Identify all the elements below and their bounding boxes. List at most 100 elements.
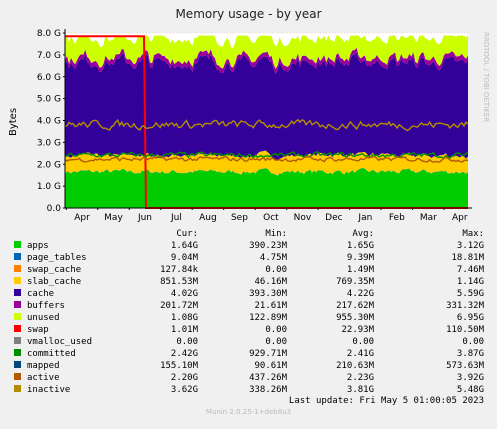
legend-max-page-tables: 18.81M <box>451 253 484 263</box>
legend-cur-swap: 1.01M <box>171 325 199 335</box>
legend-label-swap-cache: swap_cache <box>27 265 81 275</box>
chart-title: Memory usage - by year <box>175 7 321 21</box>
rrdtool-watermark: RRDTOOL / TOBI OETIKER <box>482 32 490 122</box>
y-tick-label: 1.0 G <box>37 182 61 192</box>
y-axis-label: Bytes <box>8 108 19 136</box>
legend-min-inactive: 338.26M <box>249 385 288 395</box>
x-tick-label: Jun <box>137 213 152 223</box>
area-buffers <box>65 47 468 74</box>
legend-avg-mapped: 210.63M <box>336 361 375 371</box>
legend-min-apps: 390.23M <box>249 241 288 251</box>
legend-label-mapped: mapped <box>27 361 60 371</box>
x-tick-label: May <box>104 213 123 223</box>
legend-swatch-inactive <box>14 385 21 392</box>
line-committed <box>64 151 469 160</box>
legend-swatch-swap <box>14 325 21 332</box>
legend-cur-slab-cache: 851.53M <box>160 277 199 287</box>
legend-min-slab-cache: 46.16M <box>254 277 287 287</box>
y-tick-label: 6.0 G <box>37 73 61 83</box>
x-tick-label: Sep <box>231 213 248 223</box>
area-unused <box>65 35 468 69</box>
legend-min-mapped: 90.61M <box>254 361 287 371</box>
legend-column-header: Min: <box>265 229 287 239</box>
legend-min-active: 437.26M <box>249 373 288 383</box>
legend-max-committed: 3.87G <box>457 349 484 359</box>
legend-table: Cur: Min: Avg: Max: apps 1.64G 390.23M 1.65G 3.1… <box>14 229 485 395</box>
legend-label-cache: cache <box>27 289 54 299</box>
x-tick-label: Apr <box>452 213 468 223</box>
legend-cur-cache: 4.02G <box>171 289 198 299</box>
legend-swatch-slab-cache <box>14 277 21 284</box>
legend-min-page-tables: 4.75M <box>260 253 288 263</box>
y-tick-labels: 0.0 1.0 G 2.0 G 3.0 G 4.0 G 5.0 G 6.0 G 7.0 G 8.… <box>37 29 61 214</box>
legend-cur-buffers: 201.72M <box>160 301 199 311</box>
legend-label-unused: unused <box>27 313 60 323</box>
legend-min-committed: 929.71M <box>249 349 288 359</box>
x-tick-label: Jul <box>170 213 182 223</box>
legend-swatch-apps <box>14 241 21 248</box>
legend-min-buffers: 21.61M <box>254 301 287 311</box>
legend-label-buffers: buffers <box>27 301 65 311</box>
y-tick-label: 2.0 G <box>37 160 61 170</box>
legend-avg-swap-cache: 1.49M <box>347 265 375 275</box>
legend-swatch-swap-cache <box>14 265 21 272</box>
legend-cur-vmalloc-used: 0.00 <box>176 337 198 347</box>
legend-cur-inactive: 3.62G <box>171 385 198 395</box>
legend-swatch-cache <box>14 289 21 296</box>
legend-cur-swap-cache: 127.84k <box>160 265 199 275</box>
legend-max-cache: 5.59G <box>457 289 484 299</box>
legend-swatch-active <box>14 373 21 380</box>
legend-max-apps: 3.12G <box>457 241 484 251</box>
legend-max-slab-cache: 1.14G <box>457 277 484 287</box>
legend-swatch-page-tables <box>14 253 21 260</box>
legend-swatch-buffers <box>14 301 21 308</box>
y-tick-label: 0.0 <box>47 204 62 214</box>
y-tick-label: 3.0 G <box>37 138 61 148</box>
legend-avg-committed: 2.41G <box>347 349 374 359</box>
legend-max-inactive: 5.48G <box>457 385 484 395</box>
munin-version: Munin 2.0.25-1+deb8u3 <box>206 408 291 416</box>
x-tick-label: Dec <box>325 213 342 223</box>
x-tick-label: Mar <box>420 213 437 223</box>
y-tick-label: 8.0 G <box>37 29 61 39</box>
x-tick-label: Oct <box>263 213 279 223</box>
legend-min-swap: 0.00 <box>265 325 287 335</box>
legend-avg-vmalloc-used: 0.00 <box>352 337 374 347</box>
legend-label-vmalloc-used: vmalloc_used <box>27 337 92 347</box>
legend-avg-cache: 4.22G <box>347 289 374 299</box>
legend-avg-apps: 1.65G <box>347 241 374 251</box>
legend-max-swap: 110.50M <box>446 325 485 335</box>
legend-cur-page-tables: 9.04M <box>171 253 199 263</box>
legend-cur-mapped: 155.10M <box>160 361 199 371</box>
legend-swatch-vmalloc-used <box>14 337 21 344</box>
legend-min-vmalloc-used: 0.00 <box>265 337 287 347</box>
legend-max-buffers: 331.32M <box>446 301 485 311</box>
x-tick-label: Jan <box>357 213 372 223</box>
line-inactive <box>64 118 469 132</box>
legend-avg-page-tables: 9.39M <box>347 253 375 263</box>
line-active <box>64 155 469 164</box>
legend-label-active: active <box>27 373 60 383</box>
legend-column-header: Avg: <box>352 229 374 239</box>
stacked-areas <box>65 35 468 208</box>
x-tick-labels: Apr May Jun Jul Aug Sep Oct Nov Dec Jan Feb Mar Apr <box>74 213 468 223</box>
legend-cur-active: 2.20G <box>171 373 198 383</box>
legend-label-page-tables: page_tables <box>27 253 87 263</box>
legend-cur-unused: 1.08G <box>171 313 198 323</box>
legend-max-active: 3.92G <box>457 373 484 383</box>
legend-max-vmalloc-used: 0.00 <box>462 337 484 347</box>
legend-column-header: Max: <box>462 229 484 239</box>
legend-max-mapped: 573.63M <box>446 361 485 371</box>
legend-label-swap: swap <box>27 325 49 335</box>
legend-avg-inactive: 3.81G <box>347 385 374 395</box>
legend-swatch-committed <box>14 349 21 356</box>
legend-column-header: Cur: <box>176 229 198 239</box>
y-tick-label: 7.0 G <box>37 51 61 61</box>
x-tick-label: Nov <box>294 213 312 223</box>
legend-max-unused: 6.95G <box>457 313 484 323</box>
legend-swatch-mapped <box>14 361 21 368</box>
legend-avg-active: 2.23G <box>347 373 374 383</box>
legend-label-inactive: inactive <box>27 385 70 395</box>
